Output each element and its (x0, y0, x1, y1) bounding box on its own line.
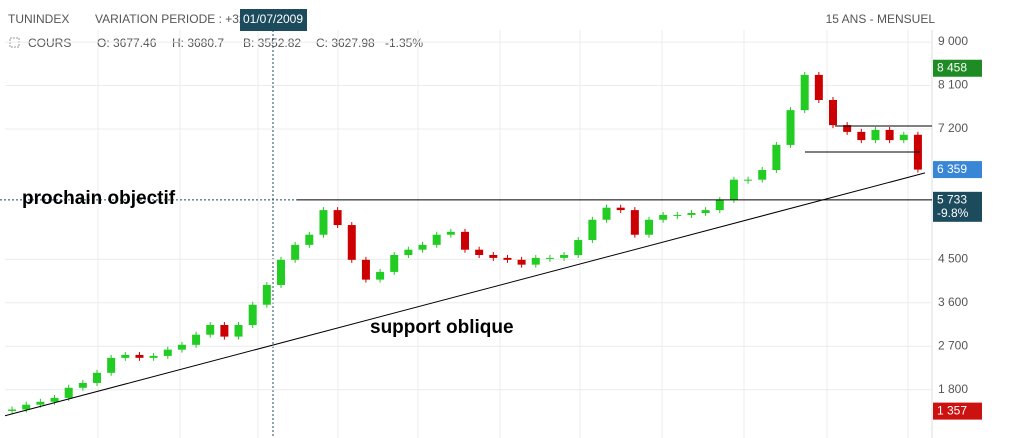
crosshair-date-box (240, 9, 307, 31)
price-label-box (933, 191, 982, 222)
candle (192, 334, 201, 345)
candle (885, 129, 894, 141)
price-label-box (933, 59, 982, 77)
candle (177, 344, 186, 350)
price-label-box (933, 161, 982, 179)
price-label: 1 357 (937, 403, 967, 417)
candle (78, 382, 87, 388)
candle (814, 74, 823, 101)
candle (361, 259, 370, 280)
ohlc-close: C: 3627.98 (316, 36, 375, 50)
ohlc-low: B: 3552.82 (243, 36, 301, 50)
y-tick-label: 9 000 (938, 34, 968, 48)
candle (687, 212, 696, 215)
candle (829, 100, 837, 126)
candle (461, 231, 469, 250)
candle (772, 144, 781, 171)
candle (234, 325, 243, 337)
candle (404, 249, 413, 256)
candle (248, 304, 257, 326)
candle (319, 210, 328, 235)
support-line (4, 172, 926, 417)
candle (602, 207, 611, 220)
candle (616, 207, 625, 211)
candle (574, 240, 583, 256)
ohlc-high: H: 3680.7 (172, 36, 224, 50)
price-label-change: -9.8% (937, 206, 969, 220)
price-label: 5 733 (937, 192, 967, 206)
ohlc-title: COURS (28, 36, 71, 50)
candle (758, 170, 767, 180)
candle (446, 231, 455, 235)
candle (333, 210, 342, 226)
price-label-box (933, 402, 982, 420)
candle (418, 244, 427, 250)
candle (107, 357, 116, 373)
crosshair-date: 01/07/2009 (243, 12, 303, 26)
candle (715, 199, 724, 211)
candle (36, 401, 45, 405)
candle (475, 249, 484, 256)
period-variation: VARIATION PERIODE : +326 (95, 12, 253, 26)
candle (22, 404, 31, 410)
candle (800, 74, 809, 111)
candle (701, 210, 710, 213)
y-tick-label: 1 800 (938, 382, 968, 396)
support-label: support oblique (370, 317, 514, 338)
candle (899, 134, 908, 141)
candle (489, 255, 498, 258)
period: 15 ANS - MENSUEL (826, 12, 936, 26)
candle (871, 129, 880, 141)
candle (645, 219, 653, 235)
candle (843, 125, 852, 132)
candle (630, 210, 639, 235)
candle (673, 214, 682, 216)
y-tick-label: 8 100 (938, 78, 968, 92)
price-label: 6 359 (937, 162, 967, 176)
candle (588, 219, 597, 241)
ohlc-open: O: 3677.46 (97, 36, 157, 50)
candle (503, 257, 512, 260)
y-tick-label: 7 200 (938, 121, 968, 135)
candle (531, 257, 540, 265)
candle (277, 259, 285, 285)
candle (93, 372, 101, 383)
price-label: 8 458 (937, 60, 967, 74)
candle (305, 234, 314, 245)
candle (560, 255, 569, 258)
candle (659, 214, 668, 220)
candle (220, 325, 229, 337)
candle (8, 409, 17, 411)
candle (347, 225, 356, 260)
y-tick-label: 2 700 (938, 338, 968, 352)
candle (432, 234, 441, 245)
candle (545, 257, 554, 259)
candle (729, 179, 738, 200)
index-name: TUNINDEX (8, 12, 69, 26)
candle (64, 387, 73, 398)
candle (744, 179, 753, 181)
candle (390, 255, 399, 272)
candle (50, 397, 59, 402)
candle (857, 131, 866, 141)
candle (149, 355, 158, 358)
candle (376, 271, 385, 280)
candle (786, 110, 795, 145)
candle (291, 244, 300, 260)
candle (135, 354, 144, 358)
candle (206, 325, 215, 335)
candle (262, 284, 271, 305)
candle (517, 259, 526, 265)
candle (121, 354, 130, 358)
ohlc-change: -1.35% (385, 36, 423, 50)
vertical-grid (97, 30, 909, 438)
y-tick-label: 3 600 (938, 295, 968, 309)
target-label: prochain objectif (22, 188, 176, 209)
candle (163, 349, 172, 356)
y-tick-label: 4 500 (938, 252, 968, 266)
